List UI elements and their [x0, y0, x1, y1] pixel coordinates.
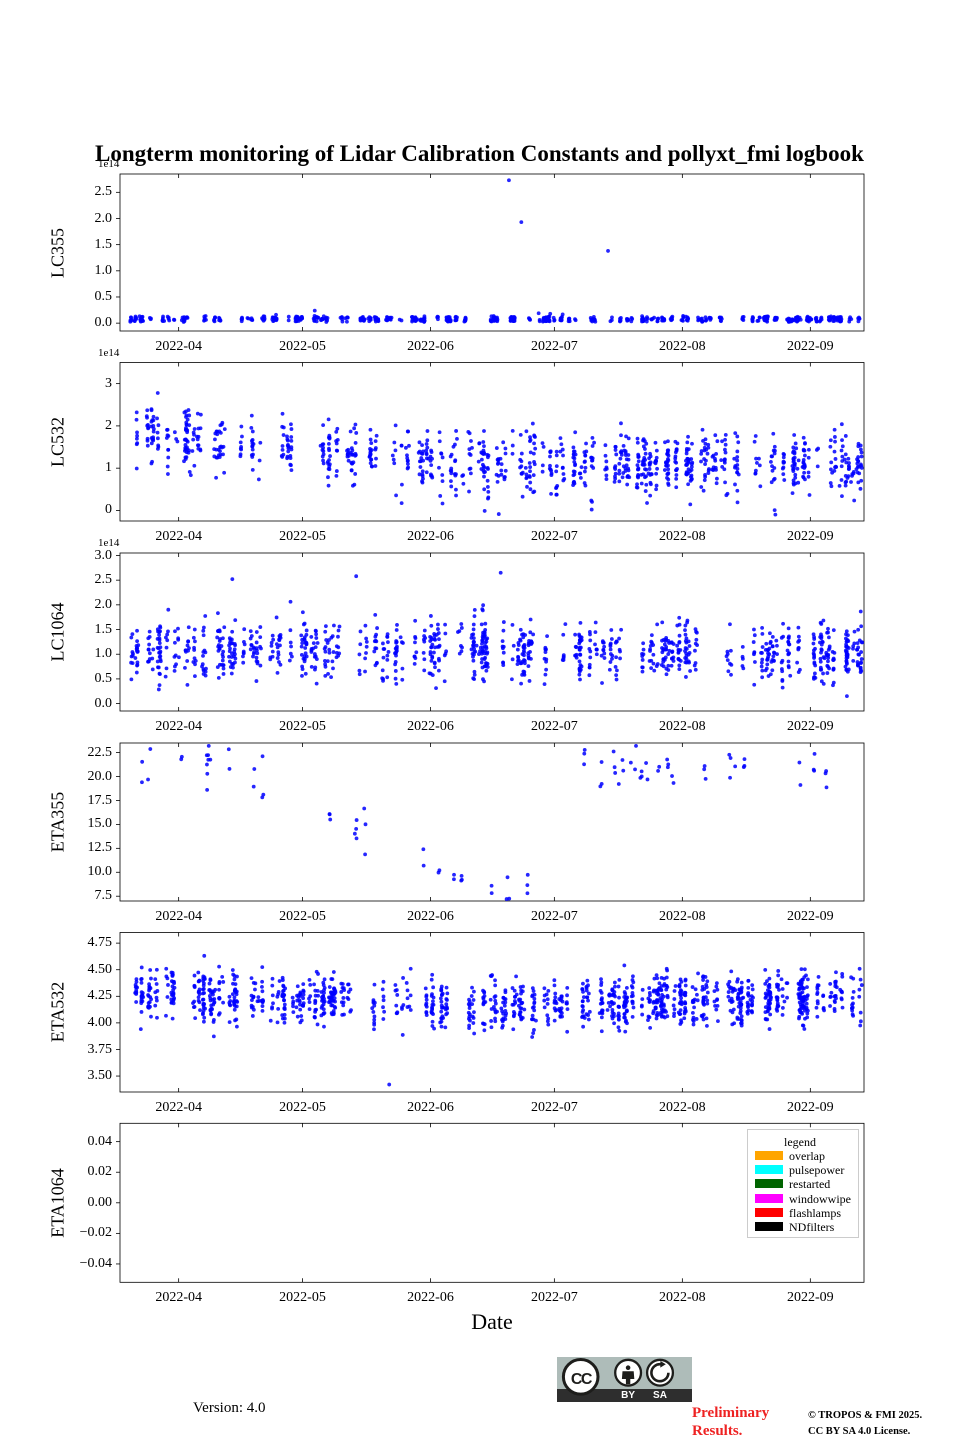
svg-text:BY: BY [621, 1390, 635, 1401]
svg-text:SA: SA [653, 1390, 667, 1401]
svg-text:CC: CC [571, 1371, 593, 1388]
